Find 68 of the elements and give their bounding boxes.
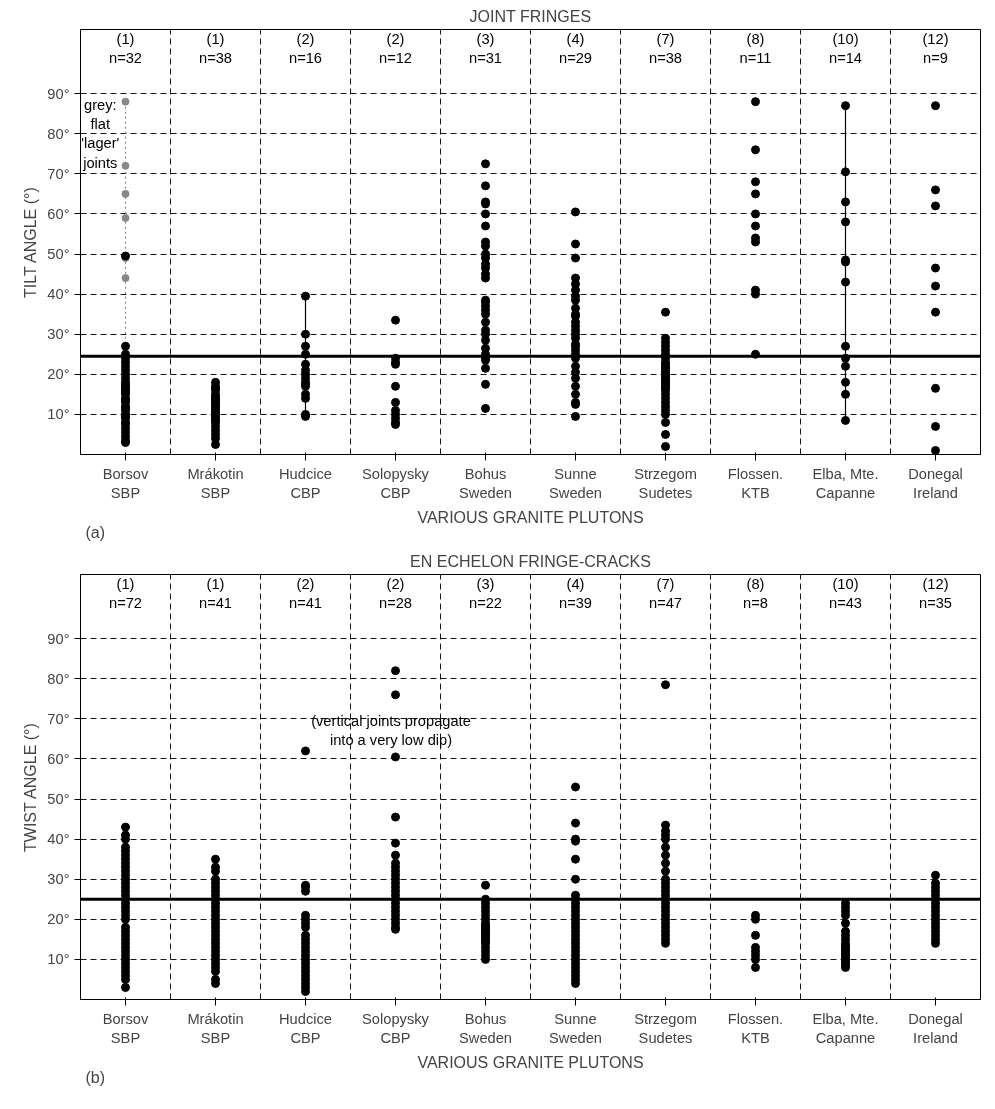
x-tick-label: Bohus Sweden (459, 1010, 512, 1046)
text: (a) (85, 523, 106, 541)
annotation: (4) n=29 (558, 31, 593, 67)
y-tick-label: 90° (47, 85, 70, 102)
text: (b) (85, 1068, 106, 1086)
annotation: (8) n=11 (739, 31, 772, 67)
y-tick-label: 70° (47, 165, 70, 182)
y-tick-label: 60° (47, 750, 70, 767)
x-axis-title: VARIOUS GRANITE PLUTONS (417, 508, 644, 526)
x-tick-label: Mrákotin SBP (187, 1010, 244, 1046)
annotation: (3) n=22 (468, 576, 503, 612)
annotation: (8) n=8 (743, 576, 768, 612)
annotation: (1) n=41 (198, 576, 233, 612)
x-axis-title: VARIOUS GRANITE PLUTONS (417, 1053, 644, 1071)
annotation: (4) n=39 (558, 576, 593, 612)
annotation: (7) n=47 (648, 576, 683, 612)
annotation: (1) n=32 (108, 31, 143, 67)
y-tick-label: 50° (47, 791, 70, 808)
annotation: (2) n=28 (378, 576, 413, 612)
x-tick-label: Flossen. KTB (727, 1010, 784, 1046)
y-axis-title: TILT ANGLE (°) (22, 187, 40, 298)
y-tick-label: 60° (47, 205, 70, 222)
y-tick-label: 10° (47, 951, 70, 968)
annotation: (1) n=38 (198, 31, 233, 67)
x-tick-label: Donegal Ireland (908, 465, 963, 501)
y-tick-label: 30° (47, 871, 70, 888)
y-tick-label: 20° (47, 911, 70, 928)
x-tick-label: Elba, Mte. Capanne (812, 465, 879, 501)
annotation: (3) n=31 (468, 31, 503, 67)
chart-title: JOINT FRINGES (469, 7, 592, 25)
x-tick-label: Hudcice CBP (279, 1010, 332, 1046)
x-tick-label: Strzegom Sudetes (634, 465, 697, 501)
x-tick-label: Borsov SBP (102, 465, 149, 501)
x-tick-label: Strzegom Sudetes (634, 1010, 697, 1046)
annotation: grey: flat 'lager' joints (81, 96, 120, 171)
x-tick-label: Flossen. KTB (727, 465, 784, 501)
y-tick-label: 50° (47, 246, 70, 263)
annotation: (2) n=12 (378, 31, 413, 67)
x-tick-label: Mrákotin SBP (187, 465, 244, 501)
annotation: (10) n=14 (828, 31, 863, 67)
annotation: (1) n=72 (108, 576, 143, 612)
x-tick-label: Donegal Ireland (908, 1010, 963, 1046)
x-tick-label: Hudcice CBP (279, 465, 332, 501)
x-tick-label: Solopysky CBP (362, 465, 430, 501)
y-tick-label: 80° (47, 670, 70, 687)
x-tick-label: Borsov SBP (102, 1010, 149, 1046)
x-tick-label: Elba, Mte. Capanne (812, 1010, 879, 1046)
annotation: (2) n=41 (288, 576, 323, 612)
y-axis-title: TWIST ANGLE (°) (22, 723, 40, 852)
chart-title: EN ECHELON FRINGE-CRACKS (410, 552, 651, 570)
y-tick-label: 40° (47, 286, 70, 303)
y-tick-label: 70° (47, 710, 70, 727)
annotation: (2) n=16 (288, 31, 323, 67)
y-tick-label: 10° (47, 406, 70, 423)
annotation: (12) n=35 (918, 576, 953, 612)
x-tick-label: Bohus Sweden (459, 465, 512, 501)
x-tick-label: Solopysky CBP (362, 1010, 430, 1046)
y-tick-label: 40° (47, 831, 70, 848)
y-tick-label: 20° (47, 366, 70, 383)
x-tick-label: Sunne Sweden (549, 465, 602, 501)
y-tick-label: 90° (47, 630, 70, 647)
annotation: (12) n=9 (922, 31, 949, 67)
annotation: (10) n=43 (828, 576, 863, 612)
y-tick-label: 30° (47, 326, 70, 343)
y-tick-label: 80° (47, 125, 70, 142)
annotation: (7) n=38 (648, 31, 683, 67)
annotation: (vertical joints propagate into a very low dip) (311, 713, 471, 749)
x-tick-label: Sunne Sweden (549, 1010, 602, 1046)
